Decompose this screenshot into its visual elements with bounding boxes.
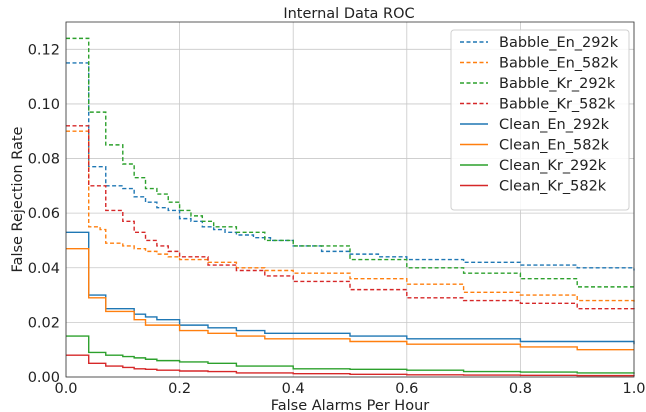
y-tick-label: 0.10 — [28, 97, 60, 113]
series-line-clean-en-582k — [66, 247, 634, 351]
plot-frame — [65, 21, 635, 378]
y-tick-label: 0.12 — [28, 42, 60, 58]
x-tick-label: 1.0 — [622, 381, 645, 397]
legend-label: Babble_Kr_582k — [499, 97, 616, 113]
series-line-clean-kr-292k — [66, 335, 635, 374]
chart-title: Internal Data ROC — [283, 6, 414, 22]
y-tick-label: 0.00 — [28, 370, 60, 386]
legend-label: Clean_Kr_582k — [499, 179, 607, 195]
series-line-clean-kr-582k — [66, 354, 635, 377]
legend-label: Babble_En_582k — [499, 56, 619, 72]
y-axis-label: False Rejection Rate — [10, 126, 26, 272]
legend-label: Babble_En_292k — [499, 35, 619, 51]
legend-label: Babble_Kr_292k — [499, 76, 616, 92]
x-tick-label: 0.4 — [282, 381, 305, 397]
series-line-babble-kr-292k — [66, 37, 635, 290]
x-axis-label: False Alarms Per Hour — [271, 398, 430, 412]
y-tick-label: 0.08 — [28, 152, 60, 168]
legend-label: Clean_En_582k — [499, 138, 610, 154]
x-tick-label: 0.8 — [509, 381, 532, 397]
x-tick-label: 0.0 — [54, 381, 77, 397]
x-tick-labels: 0.0 0.2 0.4 0.6 0.8 1.0 — [54, 381, 645, 397]
y-tick-label: 0.04 — [28, 261, 60, 277]
legend: Babble_En_292k Babble_En_582k Babble_Kr_29… — [450, 29, 630, 211]
legend-label: Clean_Kr_292k — [499, 158, 607, 174]
series-line-babble-en-292k — [66, 62, 635, 271]
legend-box — [450, 29, 630, 211]
legend-label: Clean_En_292k — [499, 117, 610, 133]
y-tick-labels: 0.00 0.02 0.04 0.06 0.08 0.10 0.12 — [28, 42, 60, 386]
y-tick-label: 0.06 — [28, 206, 60, 222]
series-line-babble-en-582k — [66, 130, 635, 304]
series-line-babble-kr-582k — [66, 125, 635, 312]
x-tick-label: 0.6 — [395, 381, 418, 397]
series-layer — [66, 37, 635, 377]
y-tick-label: 0.02 — [28, 315, 60, 331]
x-tick-label: 0.2 — [168, 381, 191, 397]
